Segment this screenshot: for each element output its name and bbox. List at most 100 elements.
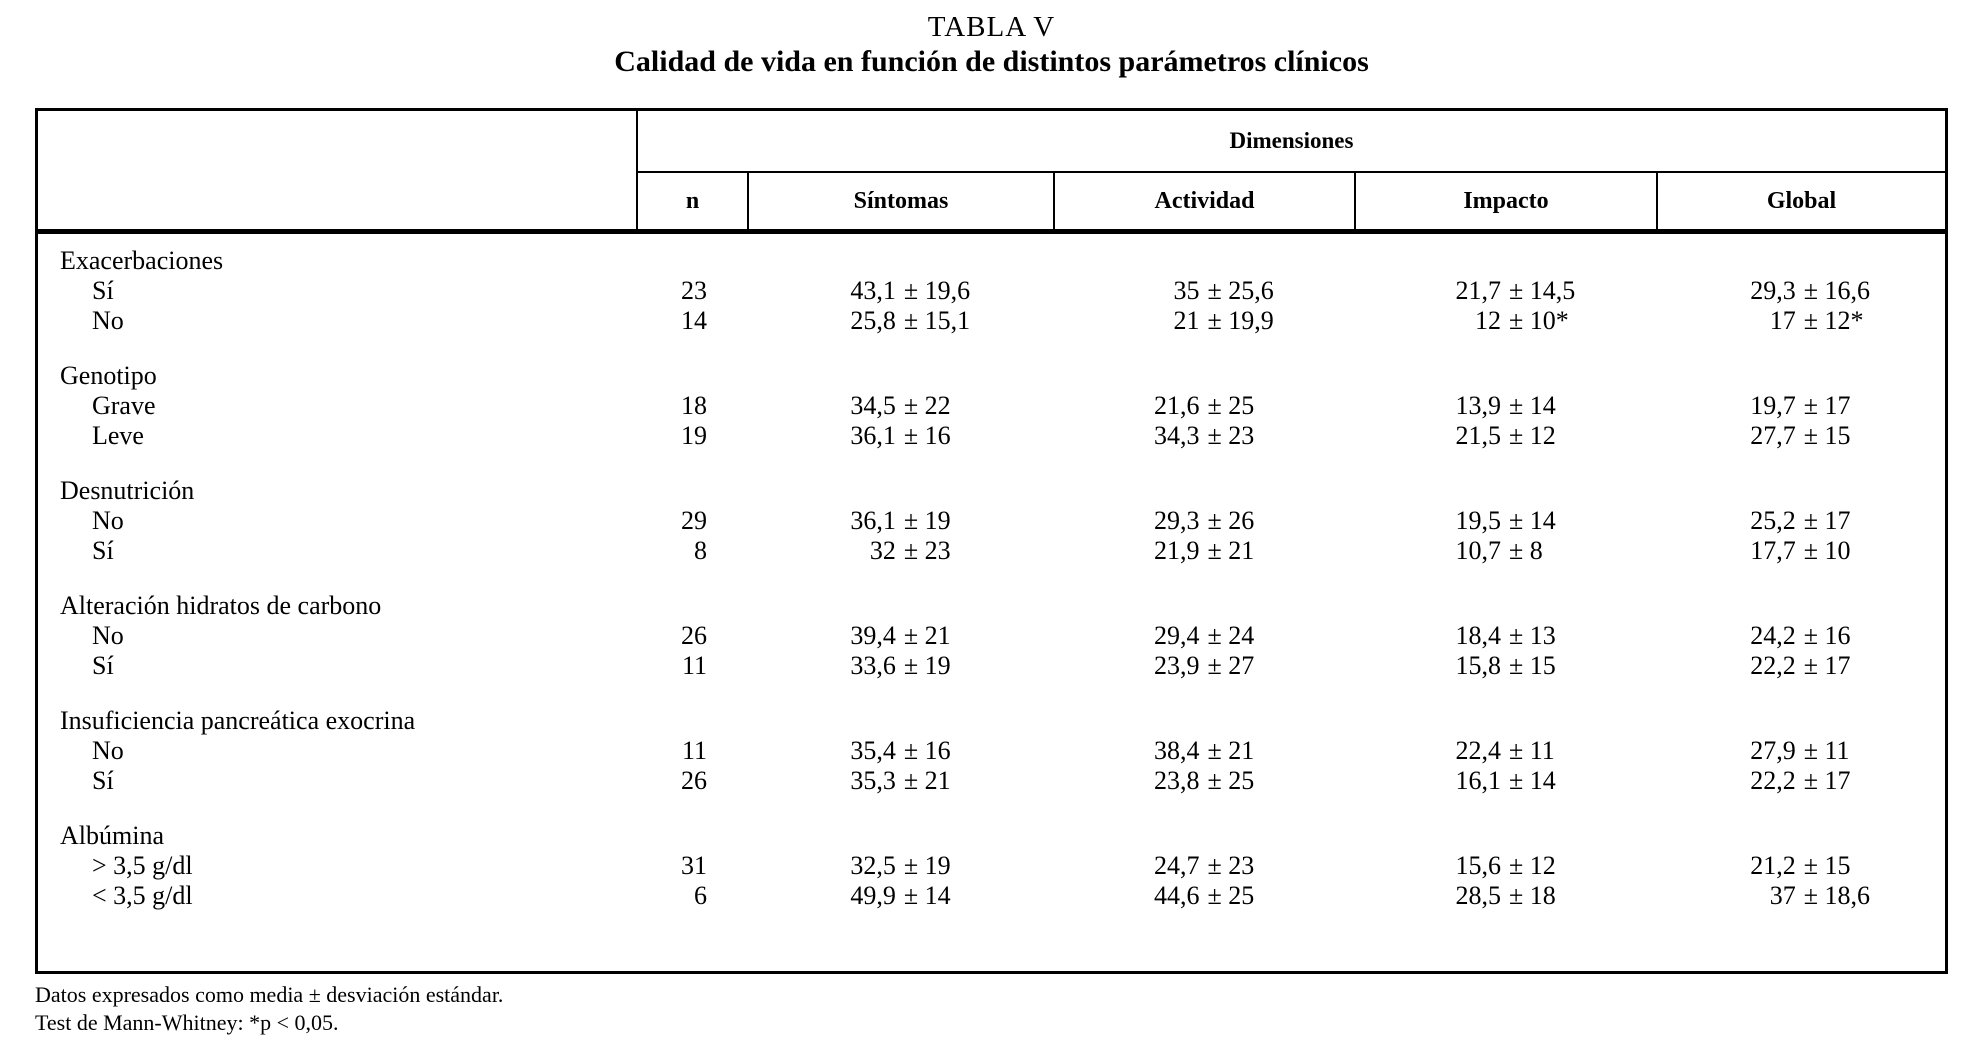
sd-value: ± 10* — [1508, 306, 1569, 335]
header-stub-cell — [38, 111, 638, 229]
sd-value: ± 21 — [1207, 736, 1255, 765]
mean-value: 15,6 — [1455, 851, 1501, 880]
sd-value: ± 12* — [1803, 306, 1864, 335]
mean-value: 16,1 — [1455, 766, 1501, 795]
dimensions-header: Dimensiones — [638, 111, 1945, 173]
value-cell: 21,7 ± 14,5 — [1356, 276, 1658, 306]
mean-value: 21,2 — [1750, 851, 1796, 880]
table-title: Calidad de vida en función de distintos … — [614, 45, 1369, 78]
value-cell: 12 ± 10* — [1356, 306, 1658, 336]
sd-value: ± 17 — [1803, 506, 1851, 535]
mean-value: 24,2 — [1750, 621, 1796, 650]
sd-value: ± 14,5 — [1508, 276, 1576, 305]
sd-value: ± 27 — [1207, 651, 1255, 680]
n-value: 19 — [681, 421, 707, 450]
sd-value: ± 16,6 — [1803, 276, 1871, 305]
sd-value: ± 25 — [1207, 391, 1255, 420]
value-cell: 34,5 ± 22 — [749, 391, 1055, 421]
mean-value: 34,5 — [850, 391, 896, 420]
value-cell: 43,1 ± 19,6 — [749, 276, 1055, 306]
value-cell: 15,8 ± 15 — [1356, 651, 1658, 681]
row-group: Insuficiencia pancreática exocrina No 11 35… — [38, 706, 1945, 796]
value-cell: 49,9 ± 14 — [749, 881, 1055, 911]
sd-value: ± 13 — [1508, 621, 1556, 650]
value-cell: 22,2 ± 17 — [1658, 651, 1945, 681]
row-label: No — [92, 736, 124, 765]
column-header-n: n — [638, 173, 749, 229]
sd-value: ± 19,6 — [903, 276, 971, 305]
sd-value: ± 15,1 — [903, 306, 971, 335]
sd-value: ± 14 — [1508, 391, 1556, 420]
mean-value: 32 — [869, 536, 896, 565]
sd-value: ± 23 — [903, 536, 951, 565]
value-cell: 38,4 ± 21 — [1055, 736, 1356, 766]
value-cell: 35,4 ± 16 — [749, 736, 1055, 766]
n-value: 31 — [681, 851, 707, 880]
row-label: No — [92, 306, 124, 335]
mean-value: 21 — [1173, 306, 1200, 335]
sd-value: ± 17 — [1803, 766, 1851, 795]
sd-value: ± 24 — [1207, 621, 1255, 650]
sd-value: ± 17 — [1803, 391, 1851, 420]
sd-value: ± 21 — [903, 621, 951, 650]
group-label: Insuficiencia pancreática exocrina — [60, 706, 416, 735]
value-cell: 23,9 ± 27 — [1055, 651, 1356, 681]
value-cell: 29,4 ± 24 — [1055, 621, 1356, 651]
mean-value: 19,7 — [1750, 391, 1796, 420]
value-cell: 28,5 ± 18 — [1356, 881, 1658, 911]
mean-value: 28,5 — [1455, 881, 1501, 910]
mean-value: 25,2 — [1750, 506, 1796, 535]
mean-value: 29,3 — [1153, 506, 1200, 535]
value-cell: 15,6 ± 12 — [1356, 851, 1658, 881]
sd-value: ± 15 — [1803, 421, 1851, 450]
mean-value: 22,4 — [1455, 736, 1501, 765]
value-cell: 32 ± 23 — [749, 536, 1055, 566]
data-row: Sí 26 35,3 ± 21 23,8 ± 25 16,1 ± 14 22,2 ± 17 — [38, 766, 1945, 796]
sd-value: ± 19 — [903, 851, 951, 880]
value-cell: 29,3 ± 26 — [1055, 506, 1356, 536]
column-header-actividad: Actividad — [1055, 173, 1356, 229]
value-cell: 25,8 ± 15,1 — [749, 306, 1055, 336]
mean-value: 49,9 — [850, 881, 896, 910]
mean-value: 33,6 — [850, 651, 896, 680]
value-cell: 29,3 ± 16,6 — [1658, 276, 1945, 306]
mean-value: 38,4 — [1153, 736, 1200, 765]
value-cell: 19,7 ± 17 — [1658, 391, 1945, 421]
mean-value: 17 — [1769, 306, 1796, 335]
row-label: < 3,5 g/dl — [92, 881, 193, 910]
mean-value: 43,1 — [850, 276, 896, 305]
data-row: Grave 18 34,5 ± 22 21,6 ± 25 13,9 ± 14 19,7 ± 17 — [38, 391, 1945, 421]
mean-value: 23,9 — [1153, 651, 1200, 680]
row-group: Exacerbaciones Sí 23 43,1 ± 19,6 35 ± 25,6 21,7… — [38, 246, 1945, 336]
mean-value: 21,9 — [1153, 536, 1200, 565]
sd-value: ± 21 — [1207, 536, 1255, 565]
sd-value: ± 26 — [1207, 506, 1255, 535]
table-header: Dimensiones n Síntomas Actividad Impacto Glo… — [38, 111, 1945, 234]
value-cell: 35 ± 25,6 — [1055, 276, 1356, 306]
row-label: No — [92, 621, 124, 650]
sd-value: ± 16 — [903, 736, 951, 765]
data-row: Leve 19 36,1 ± 16 34,3 ± 23 21,5 ± 12 27,7 ± 15 — [38, 421, 1945, 451]
value-cell: 37 ± 18,6 — [1658, 881, 1945, 911]
mean-value: 37 — [1769, 881, 1796, 910]
mean-value: 44,6 — [1153, 881, 1200, 910]
value-cell: 21,9 ± 21 — [1055, 536, 1356, 566]
column-header-impacto: Impacto — [1356, 173, 1658, 229]
data-row: No 11 35,4 ± 16 38,4 ± 21 22,4 ± 11 27,9 ± 11 — [38, 736, 1945, 766]
n-value: 26 — [681, 766, 707, 795]
mean-value: 18,4 — [1455, 621, 1501, 650]
sd-value: ± 19 — [903, 506, 951, 535]
data-row: Sí 23 43,1 ± 19,6 35 ± 25,6 21,7 ± 14,5 29,3 ± 16… — [38, 276, 1945, 306]
n-value: 6 — [694, 881, 707, 910]
row-group: Albúmina > 3,5 g/dl 31 32,5 ± 19 24,7 ± 23 15,6… — [38, 821, 1945, 911]
data-row: > 3,5 g/dl 31 32,5 ± 19 24,7 ± 23 15,6 ± 12 21,2… — [38, 851, 1945, 881]
mean-value: 19,5 — [1455, 506, 1501, 535]
sd-value: ± 18 — [1508, 881, 1556, 910]
value-cell: 35,3 ± 21 — [749, 766, 1055, 796]
sd-value: ± 19,9 — [1207, 306, 1274, 335]
value-cell: 34,3 ± 23 — [1055, 421, 1356, 451]
value-cell: 19,5 ± 14 — [1356, 506, 1658, 536]
mean-value: 13,9 — [1455, 391, 1501, 420]
mean-value: 22,2 — [1750, 766, 1796, 795]
value-cell: 24,7 ± 23 — [1055, 851, 1356, 881]
